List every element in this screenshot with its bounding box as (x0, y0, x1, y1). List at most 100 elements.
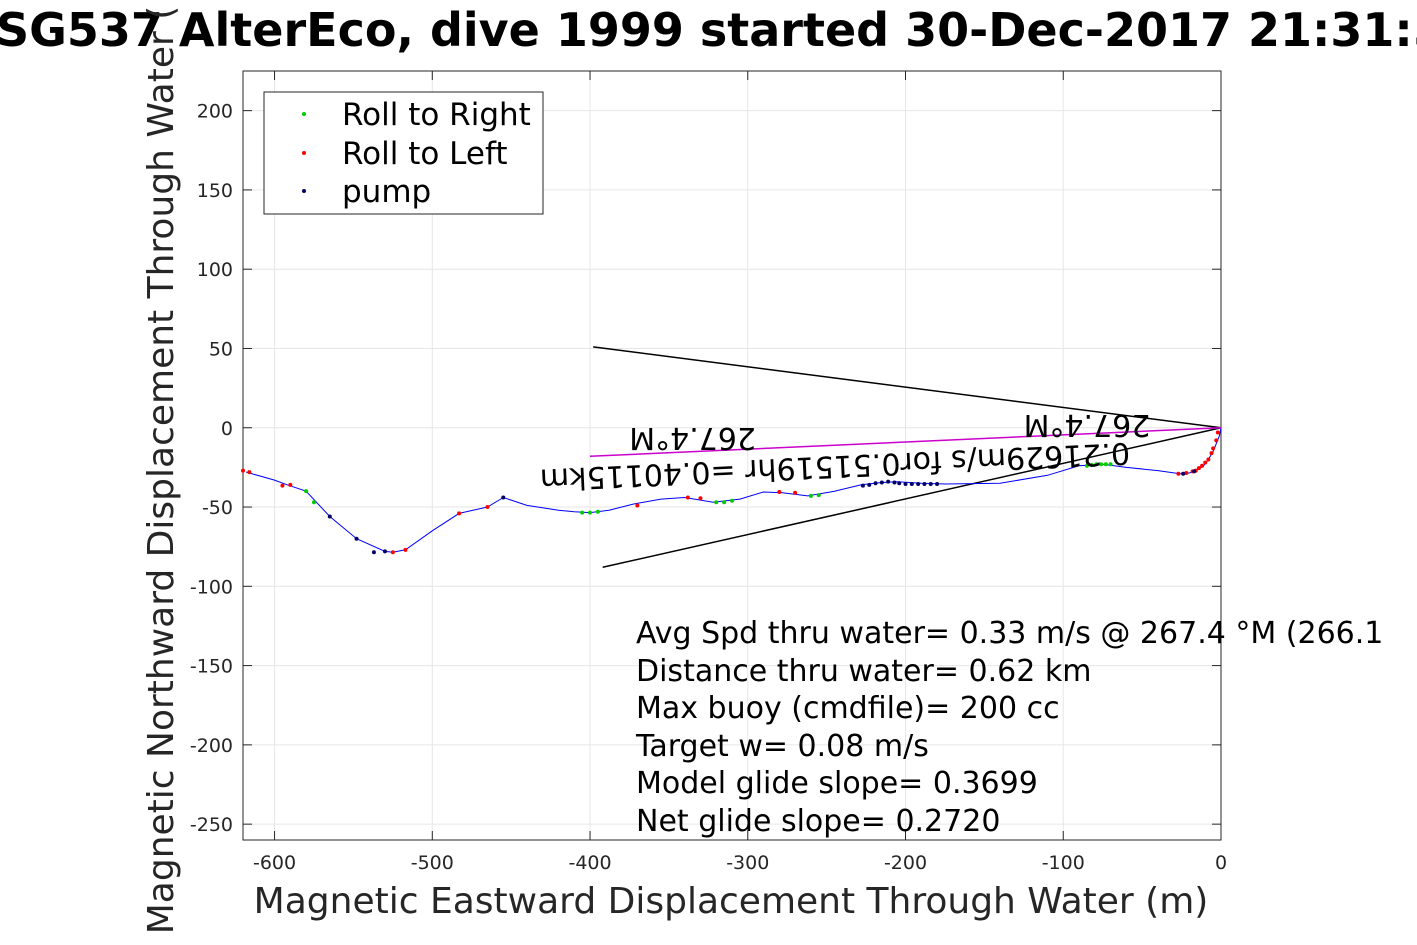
axis-ticks: -600 -500 -400 -300 -200 -100 0 200 150 100 50 0 -50… (190, 71, 1227, 874)
x-tick-label: -500 (411, 852, 454, 874)
point-pump (867, 482, 872, 487)
heading-line-upper (593, 346, 1222, 429)
y-tick-label: 50 (209, 338, 233, 360)
point-roll-to-left (1203, 460, 1208, 465)
stat-model-glide: Model glide slope= 0.3699 (636, 766, 1038, 801)
x-tick-label: -600 (253, 852, 296, 874)
y-tick-label: -200 (190, 735, 233, 757)
point-pump (879, 480, 884, 485)
x-tick-label: -300 (726, 852, 769, 874)
point-roll-to-left (1209, 451, 1214, 456)
y-tick-label: -50 (202, 497, 233, 519)
point-pump (382, 549, 387, 554)
y-tick-label: 200 (197, 101, 233, 123)
y-tick-label: 150 (197, 180, 233, 202)
point-roll-to-left (777, 489, 782, 494)
point-roll-to-right (588, 510, 593, 515)
point-roll-to-left (1215, 430, 1220, 435)
x-tick-label: -100 (1042, 852, 1085, 874)
point-roll-to-left (1196, 466, 1201, 471)
y-tick-label: -250 (190, 814, 233, 836)
point-pump (501, 495, 506, 500)
point-pump (860, 483, 865, 488)
point-pump (886, 479, 891, 484)
point-pump (327, 514, 332, 519)
point-roll-to-right (816, 493, 821, 498)
point-pump (935, 482, 940, 487)
point-roll-to-left (241, 468, 245, 473)
point-roll-to-right (304, 489, 309, 494)
legend-label-pump: pump (342, 174, 431, 210)
current-vector (589, 427, 1222, 458)
point-roll-to-left (793, 490, 798, 495)
legend-label-roll-right: Roll to Right (342, 97, 531, 133)
point-roll-to-right (311, 500, 316, 505)
point-roll-to-right (714, 500, 719, 505)
point-pump (873, 481, 878, 486)
point-roll-to-left (403, 547, 408, 552)
legend-marker-pump (302, 189, 306, 193)
heading-annotation-left: 267.4°M (629, 420, 756, 455)
point-roll-to-right (580, 510, 585, 515)
heading-annotation-right: 267.4°M (1024, 407, 1151, 442)
point-pump (897, 481, 902, 486)
point-pump (371, 550, 376, 555)
x-tick-label: -400 (568, 852, 611, 874)
point-roll-to-left (635, 503, 640, 508)
stat-distance: Distance thru water= 0.62 km (636, 654, 1091, 689)
point-roll-to-left (457, 511, 462, 516)
stat-target-w: Target w= 0.08 m/s (635, 729, 929, 764)
current-annotation: 0.21629m/s for0.51519hr =0.40115km (539, 435, 1131, 497)
heading-line-lower (602, 427, 1222, 569)
point-roll-to-left (1200, 463, 1205, 468)
x-tick-label: -200 (884, 852, 927, 874)
point-roll-to-right (1103, 462, 1108, 467)
point-roll-to-right (1108, 462, 1113, 467)
point-roll-to-left (390, 550, 395, 555)
point-roll-to-right (808, 493, 813, 498)
y-tick-label: -150 (190, 656, 233, 678)
point-roll-to-right (722, 500, 727, 505)
plot-area (242, 70, 1222, 841)
point-roll-to-left (1211, 446, 1216, 451)
y-tick-label: -100 (190, 576, 233, 598)
chart-title: SG537 AlterEco, dive 1999 started 30-Dec… (0, 3, 1417, 57)
stats-block: Avg Spd thru water= 0.33 m/s @ 267.4 °M … (635, 616, 1383, 839)
point-roll-to-left (1184, 470, 1189, 475)
x-axis-label: Magnetic Eastward Displacement Through W… (254, 881, 1209, 922)
point-roll-to-right (595, 509, 600, 514)
point-roll-to-right (1089, 463, 1094, 468)
point-roll-to-left (485, 505, 490, 510)
point-roll-to-left (1176, 471, 1181, 476)
stat-avg-speed: Avg Spd thru water= 0.33 m/s @ 267.4 °M … (636, 616, 1383, 651)
point-roll-to-left (280, 483, 285, 488)
point-roll-to-right (1084, 463, 1089, 468)
x-tick-label: 0 (1215, 852, 1227, 874)
legend-label-roll-left: Roll to Left (342, 136, 508, 172)
point-pump (922, 482, 927, 487)
point-pump (909, 482, 914, 487)
point-roll-to-left (698, 496, 703, 501)
stat-net-glide: Net glide slope= 0.2720 (636, 804, 1000, 839)
point-pump (354, 536, 359, 541)
point-pump (903, 482, 908, 487)
point-pump (1192, 469, 1197, 474)
legend-marker-roll-right (302, 112, 306, 116)
point-roll-to-left (1206, 457, 1211, 462)
point-pump (1181, 471, 1186, 476)
point-roll-to-left (685, 495, 690, 500)
stat-max-buoy: Max buoy (cmdfile)= 200 cc (636, 691, 1060, 726)
track-points (241, 430, 1220, 555)
point-roll-to-left (247, 470, 252, 475)
point-pump (916, 482, 921, 487)
y-tick-label: 100 (197, 259, 233, 281)
point-pump (892, 480, 897, 485)
point-roll-to-right (1094, 462, 1099, 467)
point-roll-to-right (1099, 462, 1104, 467)
point-roll-to-left (1214, 438, 1219, 443)
grid (243, 71, 1222, 840)
y-tick-label: 0 (221, 418, 233, 440)
legend: Roll to Right Roll to Left pump (263, 91, 544, 215)
legend-marker-roll-left (302, 151, 306, 155)
